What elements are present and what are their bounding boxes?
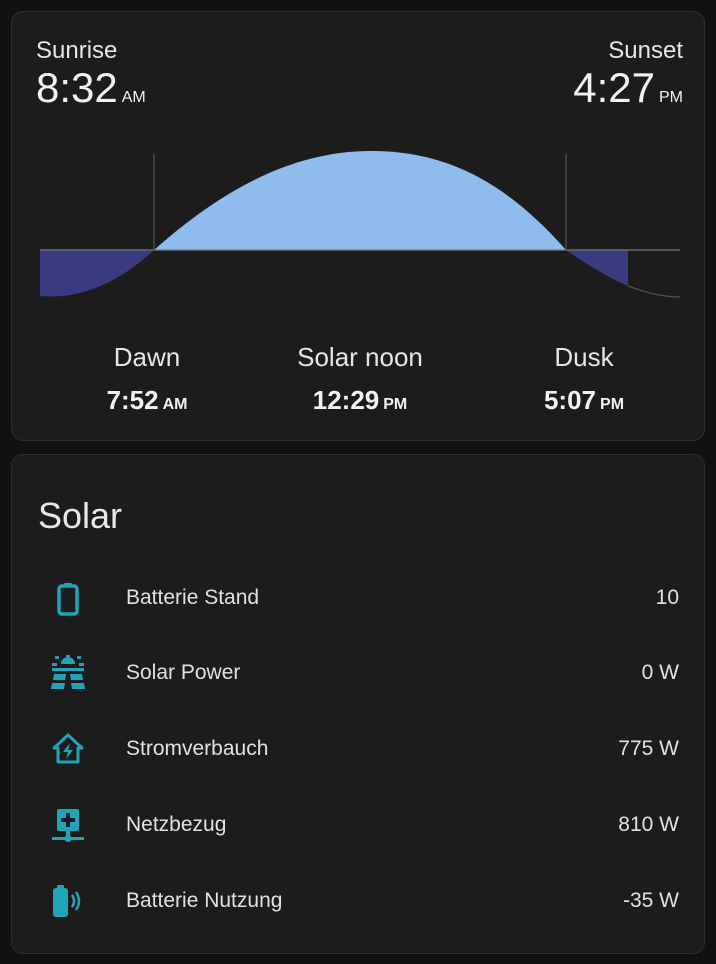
entity-row-solar-power[interactable]: Solar Power 0 W: [12, 641, 704, 701]
card-title: Solar: [38, 495, 123, 536]
dusk-block: Dusk 5:07 PM: [484, 342, 684, 416]
night-area-left: [40, 250, 154, 297]
sunrise-time: 8:32 AM: [36, 64, 146, 111]
entity-value: 775 W: [618, 737, 679, 760]
solar-card: Solar Batterie Stand 10 Solar Power 0 W: [11, 454, 705, 954]
sunset-block: Sunset 4:27 PM: [573, 37, 683, 109]
solar-noon-label: Solar noon: [297, 342, 423, 372]
entity-name: Batterie Stand: [126, 586, 260, 609]
sunset-time: 4:27 PM: [573, 64, 683, 111]
entity-value: 810 W: [618, 813, 679, 836]
solar-noon-block: Solar noon 12:29 PM: [260, 342, 460, 416]
sun-elevation-graph: [40, 151, 680, 298]
dawn-block: Dawn 7:52 AM: [47, 342, 247, 416]
entity-name: Netzbezug: [126, 813, 227, 836]
entity-row-batterie-stand[interactable]: Batterie Stand 10: [12, 566, 704, 626]
solar-power-icon: [51, 655, 85, 689]
dawn-label: Dawn: [113, 342, 181, 372]
solar-noon-time: 12:29 PM: [312, 385, 408, 415]
night-area-right: [566, 250, 628, 286]
sunrise-label: Sunrise: [36, 37, 118, 64]
home-lightning-icon: [52, 733, 84, 764]
entity-value: -35 W: [622, 889, 679, 912]
sunrise-block: Sunrise 8:32 AM: [36, 37, 146, 109]
entity-name: Solar Power: [126, 661, 241, 684]
twilight-curve: [627, 285, 680, 298]
entity-row-stromverbauch[interactable]: Stromverbauch 775 W: [12, 717, 704, 777]
entity-name: Stromverbauch: [126, 737, 269, 760]
entity-value: 0 W: [641, 661, 679, 684]
transmission-tower-icon: [52, 809, 84, 842]
dusk-time: 5:07 PM: [543, 385, 625, 415]
dusk-label: Dusk: [554, 342, 614, 372]
battery-charging-wireless-icon: [53, 885, 81, 917]
entity-row-batterie-nutzung[interactable]: Batterie Nutzung -35 W: [12, 869, 704, 929]
sunset-label: Sunset: [608, 37, 683, 64]
daylight-area: [154, 151, 566, 250]
entity-name: Batterie Nutzung: [126, 889, 283, 912]
sun-card[interactable]: Sunrise 8:32 AM Sunset 4:27 PM Dawn 7:52 AM…: [11, 11, 705, 441]
entity-value: 10: [655, 586, 679, 609]
battery-icon: [57, 583, 79, 616]
dawn-time: 7:52 AM: [106, 385, 188, 415]
entity-row-netzbezug[interactable]: Netzbezug 810 W: [12, 793, 704, 853]
